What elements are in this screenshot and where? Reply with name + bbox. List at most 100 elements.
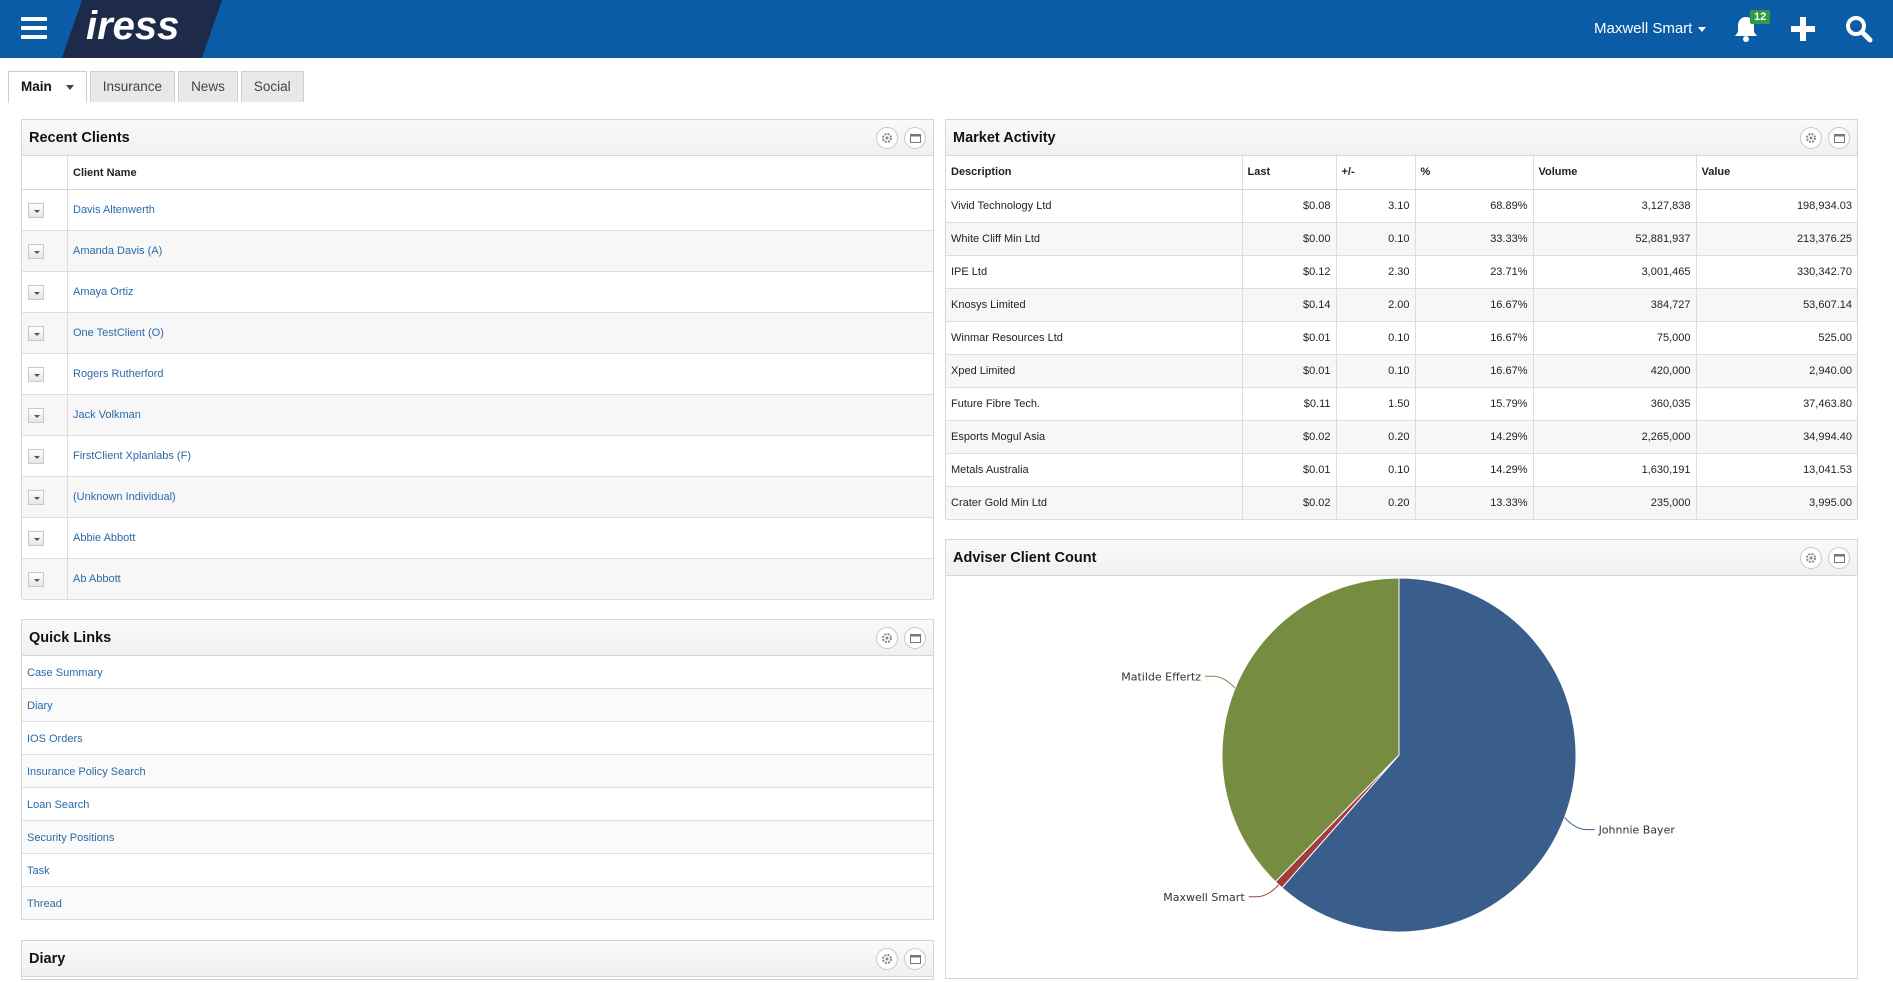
client-name-link[interactable]: (Unknown Individual): [73, 491, 176, 503]
column-header[interactable]: Description: [946, 156, 1243, 190]
row-dropdown-button[interactable]: [28, 203, 44, 218]
gear-icon: [882, 633, 892, 643]
client-name-link[interactable]: Amanda Davis (A): [73, 245, 163, 257]
row-dropdown-button[interactable]: [28, 572, 44, 587]
column-header[interactable]: Value: [1696, 156, 1857, 190]
table-cell: 68.89%: [1415, 189, 1534, 223]
row-action-cell: [22, 518, 68, 558]
minimize-button[interactable]: [904, 127, 926, 149]
table-row[interactable]: IPE Ltd $0.12 2.30 23.71% 3,001,465 330,342.7…: [946, 255, 1857, 289]
plus-icon[interactable]: [1790, 16, 1816, 42]
column-header[interactable]: Last: [1242, 156, 1337, 190]
pie-slice[interactable]: [1221, 577, 1400, 883]
table-row[interactable]: Future Fibre Tech. $0.11 1.50 15.79% 360,035…: [946, 387, 1857, 421]
table-cell: $0.01: [1242, 321, 1337, 355]
table-cell: 360,035: [1533, 387, 1697, 421]
table-row[interactable]: Knosys Limited $0.14 2.00 16.67% 384,727 53,6…: [946, 288, 1857, 322]
pie-slice[interactable]: [1281, 577, 1577, 933]
quick-link[interactable]: IOS Orders: [27, 733, 83, 745]
column-header[interactable]: %: [1415, 156, 1534, 190]
table-row: Amaya Ortiz: [22, 272, 933, 313]
settings-button[interactable]: [876, 127, 898, 149]
table-cell: 52,881,937: [1533, 222, 1697, 256]
iress-logo[interactable]: iress: [62, 0, 222, 58]
gear-icon: [1806, 133, 1816, 143]
column-header[interactable]: Volume: [1533, 156, 1697, 190]
chevron-down-icon[interactable]: [65, 84, 74, 90]
table-cell: 2,940.00: [1696, 354, 1857, 388]
row-dropdown-button[interactable]: [28, 531, 44, 546]
list-item: Loan Search: [22, 788, 933, 821]
notification-badge: 12: [1750, 10, 1771, 24]
quick-link[interactable]: Thread: [27, 898, 62, 910]
row-dropdown-button[interactable]: [28, 285, 44, 300]
minimize-button[interactable]: [1828, 127, 1850, 149]
client-name-link[interactable]: Abbie Abbott: [73, 532, 136, 544]
row-dropdown-button[interactable]: [28, 490, 44, 505]
client-list: Davis Altenwerth Amanda Davis (A) Amaya Or…: [22, 190, 933, 600]
row-dropdown-button[interactable]: [28, 408, 44, 423]
column-header[interactable]: +/-: [1336, 156, 1416, 190]
row-dropdown-button[interactable]: [28, 244, 44, 259]
settings-button[interactable]: [876, 627, 898, 649]
tab-social[interactable]: Social: [240, 71, 304, 102]
table-row[interactable]: Xped Limited $0.01 0.10 16.67% 420,000 2,940.…: [946, 354, 1857, 388]
tab-main[interactable]: Main: [8, 71, 87, 103]
list-item: Insurance Policy Search: [22, 755, 933, 788]
client-name-link[interactable]: Davis Altenwerth: [73, 204, 155, 216]
quick-link[interactable]: Loan Search: [27, 799, 90, 811]
row-dropdown-button[interactable]: [28, 367, 44, 382]
list-item: Thread: [22, 887, 933, 920]
table-cell: White Cliff Min Ltd: [946, 222, 1243, 256]
quick-link[interactable]: Case Summary: [27, 667, 103, 679]
tab-news[interactable]: News: [178, 71, 238, 102]
table-cell: 15.79%: [1415, 387, 1534, 421]
client-name-header: Client Name: [73, 167, 137, 179]
search-icon[interactable]: [1845, 15, 1873, 43]
table-cell: 0.20: [1336, 420, 1416, 454]
table-cell: Xped Limited: [946, 354, 1243, 388]
client-name-link[interactable]: One TestClient (O): [73, 327, 164, 339]
minimize-button[interactable]: [1828, 547, 1850, 569]
row-dropdown-button[interactable]: [28, 449, 44, 464]
quick-link[interactable]: Security Positions: [27, 832, 115, 844]
menu-icon[interactable]: [21, 17, 47, 39]
quick-link[interactable]: Diary: [27, 700, 53, 712]
client-name-link[interactable]: Ab Abbott: [73, 573, 121, 585]
settings-button[interactable]: [1800, 547, 1822, 569]
client-name-link[interactable]: Amaya Ortiz: [73, 286, 134, 298]
panel-header: Adviser Client Count: [946, 540, 1857, 576]
row-action-cell: [22, 436, 68, 476]
pie-label: Johnnie Bayer: [1598, 824, 1676, 837]
settings-button[interactable]: [1800, 127, 1822, 149]
table-row[interactable]: Esports Mogul Asia $0.02 0.20 14.29% 2,265,0…: [946, 420, 1857, 454]
table-cell: $0.02: [1242, 420, 1337, 454]
row-action-cell: [22, 477, 68, 517]
tab-insurance[interactable]: Insurance: [89, 71, 176, 102]
table-cell: 2.00: [1336, 288, 1416, 322]
panel-title: Quick Links: [29, 630, 112, 646]
client-name-link[interactable]: Jack Volkman: [73, 409, 141, 421]
table-row[interactable]: Metals Australia $0.01 0.10 14.29% 1,630,191…: [946, 453, 1857, 487]
table-cell: $0.00: [1242, 222, 1337, 256]
minimize-button[interactable]: [904, 627, 926, 649]
row-action-cell: [22, 190, 68, 230]
minimize-button[interactable]: [904, 948, 926, 970]
settings-button[interactable]: [876, 948, 898, 970]
table-cell: 3.10: [1336, 189, 1416, 223]
client-name-link[interactable]: Rogers Rutherford: [73, 368, 164, 380]
row-dropdown-button[interactable]: [28, 326, 44, 341]
table-row[interactable]: Vivid Technology Ltd $0.08 3.10 68.89% 3,127…: [946, 189, 1857, 223]
table-row[interactable]: White Cliff Min Ltd $0.00 0.10 33.33% 52,881…: [946, 222, 1857, 256]
quick-link[interactable]: Task: [27, 865, 50, 877]
client-name-link[interactable]: FirstClient Xplanlabs (F): [73, 450, 191, 462]
table-row: FirstClient Xplanlabs (F): [22, 436, 933, 477]
quick-link[interactable]: Insurance Policy Search: [27, 766, 146, 778]
panel-title: Market Activity: [953, 130, 1056, 146]
pie-label: Maxwell Smart: [1163, 891, 1245, 904]
table-row[interactable]: Crater Gold Min Ltd $0.02 0.20 13.33% 235,00…: [946, 486, 1857, 520]
table-row[interactable]: Winmar Resources Ltd $0.01 0.10 16.67% 75,00…: [946, 321, 1857, 355]
user-menu[interactable]: Maxwell Smart: [1594, 20, 1707, 37]
table-body: Vivid Technology Ltd $0.08 3.10 68.89% 3,127…: [946, 189, 1857, 520]
table-cell: $0.12: [1242, 255, 1337, 289]
